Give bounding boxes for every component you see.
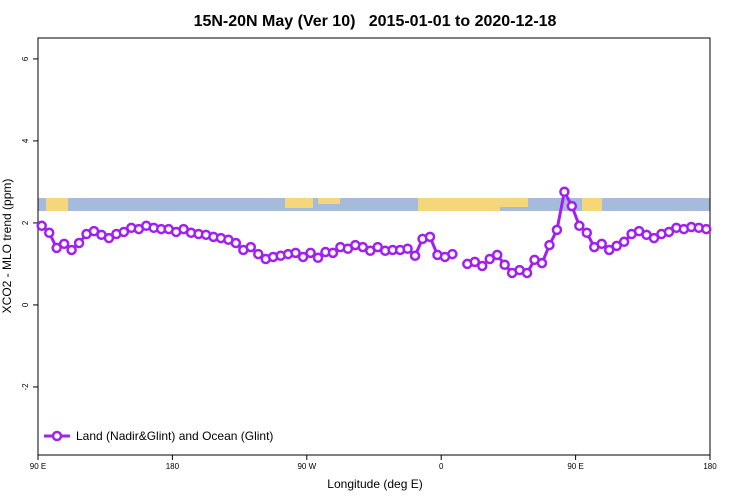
data-point: [58, 238, 70, 250]
data-point: [230, 237, 242, 249]
data-point: [51, 242, 62, 254]
data-point: [409, 250, 421, 261]
data-point: [118, 226, 130, 238]
chart-title: 15N-20N May (Ver 10) 2015-01-01 to 2020-…: [194, 13, 557, 30]
y-tick-label: 6: [21, 56, 30, 61]
data-point: [424, 231, 436, 243]
data-point: [611, 240, 622, 252]
data-point: [73, 237, 85, 249]
x-axis-label: Longitude (deg E): [327, 477, 422, 491]
x-tick-label: 0: [439, 462, 444, 471]
y-tick-label: -2: [21, 383, 30, 391]
data-point: [327, 247, 339, 259]
data-point: [469, 256, 481, 268]
data-point: [551, 224, 563, 236]
y-axis-label: XCO2 - MLO trend (ppm): [0, 179, 14, 314]
plot-frame: [37, 37, 711, 456]
data-point: [297, 251, 309, 263]
data-point: [618, 236, 630, 248]
data-point: [544, 239, 555, 251]
x-tick-label: 90 W: [297, 462, 316, 471]
data-point: [245, 241, 257, 253]
x-tick-label: 90 E: [30, 462, 46, 471]
y-tick-label: 2: [21, 220, 30, 225]
data-point: [484, 253, 495, 265]
data-point: [447, 248, 458, 260]
data-point: [559, 186, 570, 198]
data-point: [305, 247, 316, 259]
data-point: [253, 248, 264, 260]
legend-marker: [51, 430, 63, 442]
data-point: [663, 226, 675, 238]
data-point: [43, 227, 55, 239]
data-point: [66, 244, 77, 256]
x-tick-label: 180: [166, 462, 180, 471]
legend-label: Land (Nadir&Glint) and Ocean (Glint): [76, 429, 273, 443]
data-point: [103, 232, 115, 244]
data-point: [491, 249, 503, 261]
y-tick-label: 0: [21, 302, 30, 307]
data-point: [477, 260, 488, 272]
data-point: [581, 227, 593, 239]
data-point: [290, 247, 301, 259]
y-tick-label: 4: [21, 138, 30, 143]
data-point: [499, 259, 510, 270]
data-point: [566, 200, 578, 212]
data-point: [701, 223, 712, 235]
data-point: [603, 244, 615, 256]
x-tick-label: 180: [703, 462, 717, 471]
data-point: [402, 243, 413, 255]
data-point: [36, 220, 47, 232]
data-point: [596, 238, 607, 250]
data-point: [574, 220, 585, 232]
data-point: [648, 232, 660, 244]
data-point: [312, 252, 324, 264]
data-point: [521, 267, 533, 279]
data-point: [536, 257, 548, 269]
map-strip: [38, 198, 710, 211]
x-tick-label: 90 E: [567, 462, 583, 471]
